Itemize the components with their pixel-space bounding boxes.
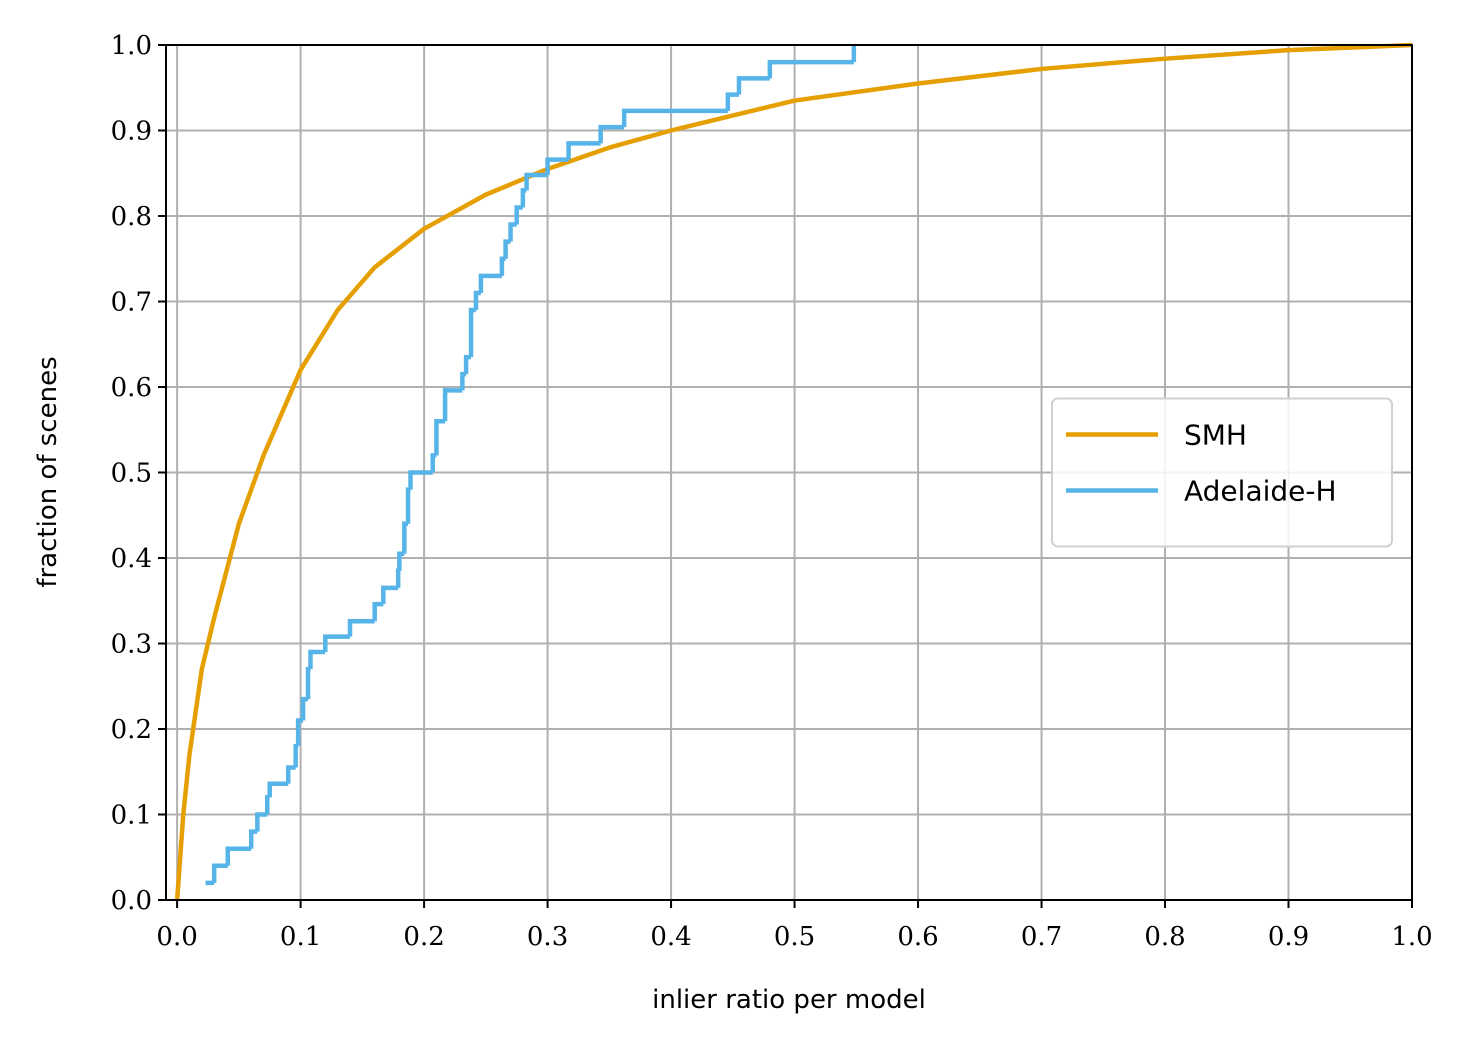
y-tick-label: 0.9 — [111, 117, 152, 147]
step-segment — [397, 551, 405, 571]
step-segment — [621, 108, 728, 128]
step-segment — [405, 487, 411, 524]
x-tick-label: 0.0 — [156, 922, 197, 952]
x-tick-label: 0.7 — [1021, 922, 1062, 952]
step-segment — [211, 863, 228, 883]
y-tick-label: 0.8 — [111, 202, 152, 232]
x-tick-label: 0.3 — [527, 922, 568, 952]
x-tick-label: 0.2 — [403, 922, 444, 952]
step-segment — [430, 453, 437, 473]
x-axis-label: inlier ratio per model — [652, 985, 926, 1015]
x-tick-label: 0.5 — [774, 922, 815, 952]
step-segment — [372, 601, 384, 622]
step-segment — [442, 388, 463, 422]
step-segment — [286, 765, 296, 784]
step-segment — [478, 273, 502, 293]
step-segment — [402, 521, 409, 554]
step-segment — [468, 307, 476, 358]
step-segment — [267, 781, 289, 798]
step-segment — [463, 354, 472, 375]
step-segment — [308, 649, 326, 670]
step-segment — [305, 666, 311, 700]
step-segment — [508, 222, 517, 242]
y-tick-label: 0.3 — [111, 630, 152, 660]
step-segment — [736, 76, 770, 95]
legend-label: SMH — [1184, 419, 1247, 452]
legend-label: Adelaide-H — [1184, 475, 1337, 508]
y-axis-label: fraction of scenes — [33, 356, 63, 587]
step-segment — [520, 188, 527, 208]
step-segment — [503, 239, 511, 259]
step-segment — [248, 829, 258, 849]
step-segment — [347, 619, 375, 637]
series-line — [174, 42, 1413, 901]
step-segment — [499, 256, 506, 276]
step-segment — [408, 470, 433, 490]
step-segment — [265, 795, 270, 815]
step-segment — [434, 418, 446, 456]
step-segment — [598, 124, 625, 144]
step-segment — [381, 585, 399, 605]
step-segment — [524, 172, 548, 191]
x-tick-label: 0.9 — [1268, 922, 1309, 952]
y-tick-label: 0.0 — [111, 886, 152, 916]
x-tick-label: 0.4 — [650, 922, 691, 952]
step-segment — [545, 157, 569, 175]
y-tick-label: 0.6 — [111, 373, 152, 403]
step-segment — [255, 812, 268, 832]
y-tick-label: 0.4 — [111, 544, 152, 574]
x-tick-label: 0.1 — [280, 922, 321, 952]
y-tick-label: 0.1 — [111, 801, 152, 831]
step-segment — [225, 846, 252, 866]
y-tick-label: 0.7 — [111, 288, 152, 318]
step-segment — [725, 92, 739, 111]
step-segment — [293, 743, 299, 768]
x-tick-label: 0.8 — [1144, 922, 1185, 952]
step-segment — [323, 634, 350, 653]
x-tick-label: 0.6 — [897, 922, 938, 952]
y-tick-label: 0.5 — [111, 459, 152, 489]
step-segment — [767, 59, 854, 79]
plot-frame — [165, 44, 1413, 901]
x-tick-label: 1.0 — [1391, 922, 1432, 952]
y-tick-label: 0.2 — [111, 715, 152, 745]
step-segment — [566, 141, 601, 160]
step-segment — [395, 568, 401, 588]
y-tick-label: 1.0 — [111, 31, 152, 61]
step-segment — [300, 696, 309, 721]
